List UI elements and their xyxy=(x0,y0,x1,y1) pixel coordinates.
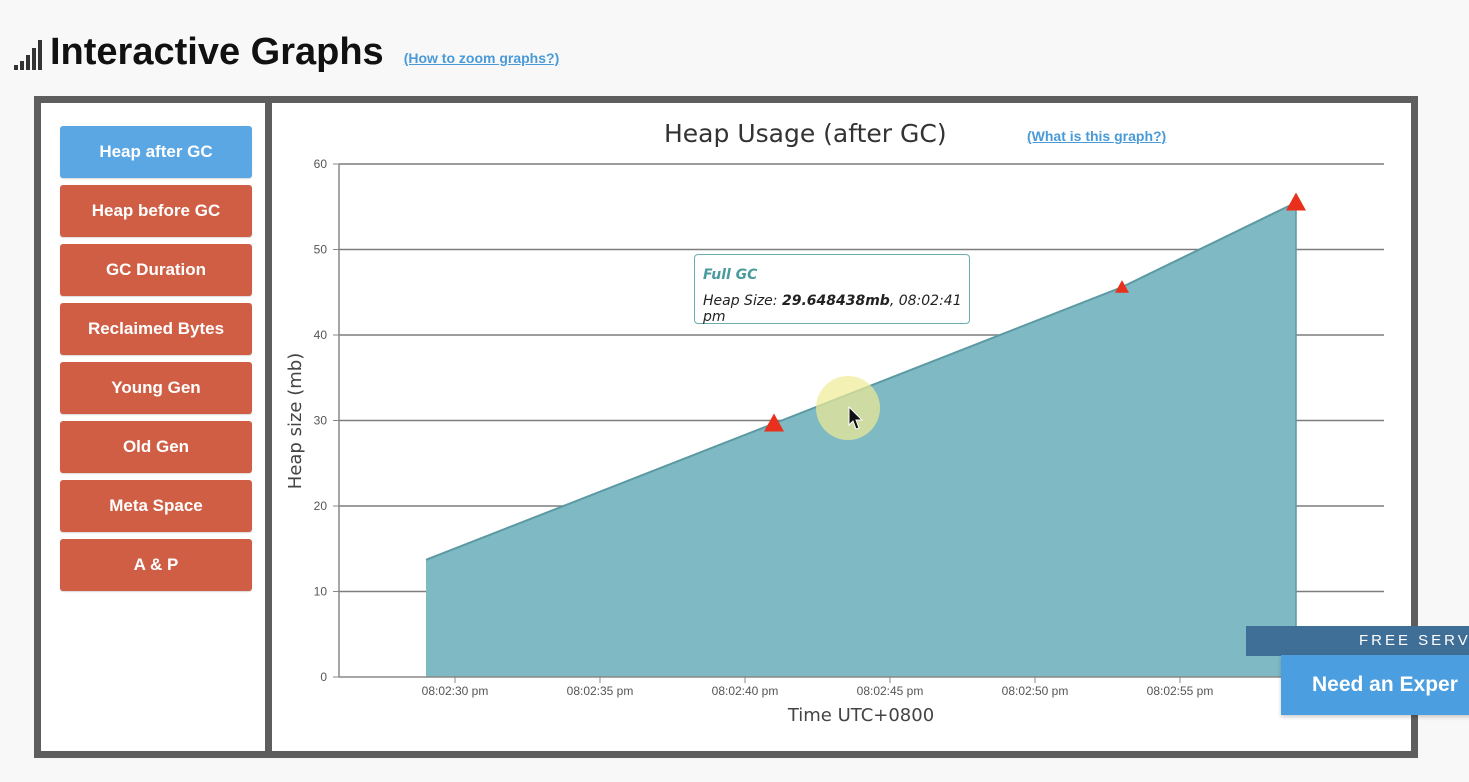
tooltip-value: 29.648438mb xyxy=(781,293,890,309)
free-service-banner[interactable]: FREE SERV xyxy=(1246,626,1469,656)
tab-young-gen[interactable]: Young Gen xyxy=(60,362,252,414)
full-gc-marker[interactable] xyxy=(764,413,784,432)
markers xyxy=(764,192,1306,432)
page-title: Interactive Graphs xyxy=(50,31,384,73)
chart-tooltip: Full GC Heap Size: 29.648438mb, 08:02:41… xyxy=(694,254,970,325)
tab-reclaimed-bytes[interactable]: Reclaimed Bytes xyxy=(60,303,252,355)
tooltip-body: Heap Size: 29.648438mb, 08:02:41 pm xyxy=(703,293,969,325)
tab-meta-space[interactable]: Meta Space xyxy=(60,480,252,532)
tab-heap-before-gc[interactable]: Heap before GC xyxy=(60,185,252,237)
panel-divider xyxy=(265,103,272,751)
full-gc-marker[interactable] xyxy=(1115,280,1129,293)
page-header: Interactive Graphs (How to zoom graphs?) xyxy=(14,30,559,74)
tooltip-title: Full GC xyxy=(703,267,758,283)
what-is-this-graph-link[interactable]: (What is this graph?) xyxy=(1027,128,1167,144)
chart-title: Heap Usage (after GC) xyxy=(664,119,947,148)
how-to-zoom-link[interactable]: (How to zoom graphs?) xyxy=(403,50,560,66)
tooltip-prefix: Heap Size: xyxy=(703,293,782,309)
graphs-panel: Heap after GC Heap before GC GC Duration… xyxy=(34,96,1418,758)
mouse-cursor-icon xyxy=(848,406,864,430)
signal-bars-icon xyxy=(14,40,42,74)
tab-a-and-p[interactable]: A & P xyxy=(60,539,252,591)
tooltip-suffix: , 08:02:41 pm xyxy=(703,293,962,325)
tab-old-gen[interactable]: Old Gen xyxy=(60,421,252,473)
cursor-highlight xyxy=(816,376,880,440)
tab-gc-duration[interactable]: GC Duration xyxy=(60,244,252,296)
full-gc-marker[interactable] xyxy=(1286,192,1306,211)
tab-heap-after-gc[interactable]: Heap after GC xyxy=(60,126,252,178)
graph-sidebar: Heap after GC Heap before GC GC Duration… xyxy=(60,126,252,598)
need-an-expert-button[interactable]: Need an Exper xyxy=(1281,655,1469,715)
